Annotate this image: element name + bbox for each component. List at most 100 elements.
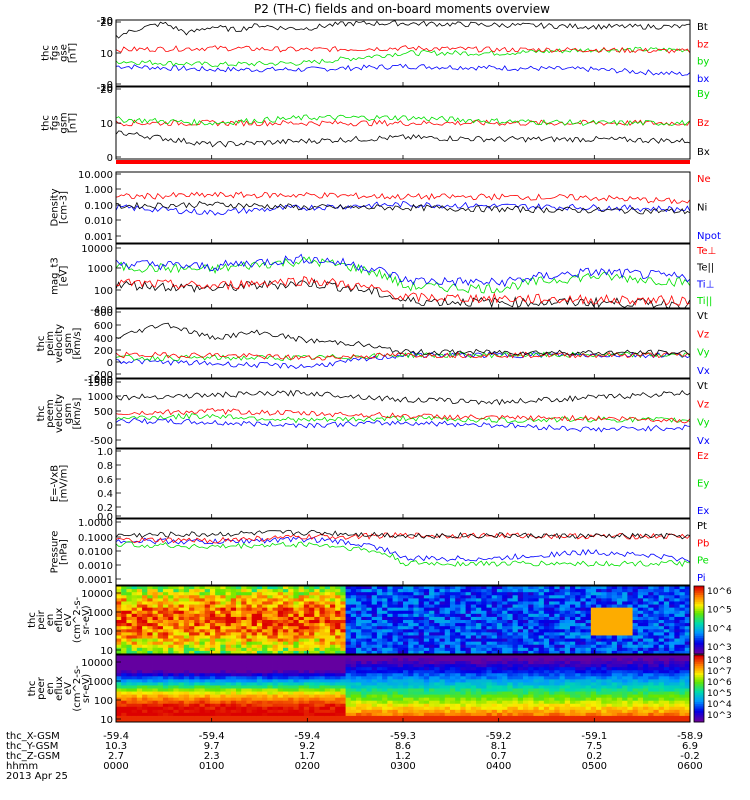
heat-cell [486,644,493,649]
heat-cell [392,616,399,621]
heat-cell [335,610,341,615]
heat-cell [502,632,508,636]
heat-cell [168,641,174,646]
heat-cell [622,610,628,615]
heat-cell [293,688,300,692]
heat-cell [491,644,498,649]
heat-cell [220,610,226,615]
heat-cell [256,658,263,662]
heat-cell [241,607,247,612]
heat-cell [507,601,513,605]
heat-cell [481,682,487,686]
heat-cell [627,673,633,677]
heat-cell [507,658,513,662]
heat-cell [429,610,435,615]
heat-cell [403,712,409,717]
heat-cell [183,650,190,655]
heat-cell [345,667,352,671]
heat-cell [199,718,206,723]
heat-cell [564,718,571,723]
heat-cell [230,697,237,702]
heat-cell [215,589,221,593]
heat-cell [575,604,581,609]
heat-cell [116,685,122,689]
heat-cell [392,709,399,714]
heat-cell [653,676,660,680]
heat-cell [679,586,686,590]
heat-cell [293,595,300,599]
heat-cell [142,604,148,609]
y-tick-label: 0.100 [84,201,113,212]
heat-cell [215,650,221,655]
y-axis-label: velocity [54,394,65,433]
heat-cell [309,586,315,590]
heat-cell [293,703,300,708]
heat-cell [543,589,550,593]
heat-cell [465,718,472,723]
heat-cell [147,607,153,612]
heat-cell [272,685,279,689]
heat-cell [585,709,592,714]
heat-cell [376,641,383,646]
heat-cell [559,623,566,627]
heat-cell [324,613,331,618]
heat-cell [538,635,545,639]
heat-cell [449,691,456,695]
heat-cell [189,647,195,652]
heat-cell [225,715,232,720]
heat-cell [178,676,185,680]
heat-cell [528,667,534,671]
heat-cell [627,676,633,680]
heat-cell [408,620,414,624]
heat-cell [429,604,435,609]
heat-cell [481,676,487,680]
heat-cell [147,598,153,602]
heat-cell [601,610,607,615]
heat-cell [413,613,420,618]
heat-cell [590,709,597,714]
heat-cell [444,604,451,609]
heat-cell [183,718,190,723]
heat-cell [418,592,425,596]
heat-cell [476,638,482,643]
heat-cell [345,715,352,720]
heat-cell [465,685,472,689]
heat-cell [444,715,451,720]
heat-cell [220,613,226,618]
heat-cell [241,638,247,643]
heat-cell [157,592,164,596]
heat-cell [486,703,493,708]
heat-cell [392,670,399,674]
heat-cell [606,688,613,692]
heat-cell [679,610,686,615]
heat-cell [204,694,211,699]
heat-cell [486,598,493,602]
heat-cell [549,697,555,702]
heat-cell [178,703,185,708]
heat-cell [470,623,477,627]
heat-cell [225,703,232,708]
heat-cell [303,700,310,705]
heat-cell [637,664,644,668]
heat-cell [131,644,138,649]
heat-cell [481,712,487,717]
heat-cell [303,623,310,627]
heat-cell [648,604,654,609]
heat-cell [303,589,310,593]
heat-cell [538,626,545,630]
heat-cell [293,650,300,655]
heat-cell [142,694,148,699]
heat-cell [314,688,320,692]
heat-cell [470,706,477,711]
heat-cell [460,664,467,668]
heat-cell [340,685,346,689]
heat-cell [622,607,628,612]
heat-cell [543,679,550,683]
heat-cell [403,685,409,689]
heat-cell [209,712,216,717]
heat-cell [611,632,618,636]
heat-cell [136,626,143,630]
heat-cell [648,616,654,621]
heat-cell [277,664,284,668]
heat-cell [324,629,331,633]
